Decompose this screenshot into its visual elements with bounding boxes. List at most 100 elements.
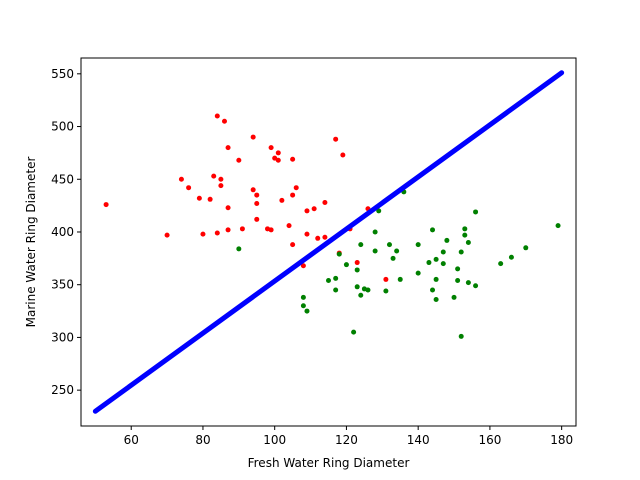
data-point <box>451 294 457 300</box>
data-point <box>465 240 471 246</box>
data-point <box>186 185 192 191</box>
data-point <box>300 263 306 269</box>
data-point <box>372 248 378 254</box>
data-point <box>268 227 274 233</box>
data-point <box>458 333 464 339</box>
data-point <box>178 176 184 182</box>
data-point <box>300 303 306 309</box>
y-axis: 250 300 350 400 450 500 550 <box>51 67 81 397</box>
x-tick-label: 180 <box>550 433 573 447</box>
data-point <box>225 145 231 151</box>
x-axis: 60 80 100 120 140 160 180 <box>124 426 573 447</box>
y-tick-label: 300 <box>51 330 74 344</box>
data-point <box>103 202 109 208</box>
data-point <box>430 287 436 293</box>
data-point <box>415 242 421 248</box>
regression-line-layer <box>92 70 565 414</box>
data-point <box>268 145 274 151</box>
data-point <box>290 192 296 198</box>
data-point <box>376 208 382 214</box>
data-point <box>214 113 220 119</box>
x-tick-label: 80 <box>195 433 210 447</box>
data-point <box>358 292 364 298</box>
data-point <box>372 229 378 235</box>
data-point <box>311 206 317 212</box>
x-tick-label: 120 <box>335 433 358 447</box>
data-point <box>473 283 479 289</box>
data-point <box>358 242 364 248</box>
data-point <box>354 284 360 290</box>
y-tick-label: 550 <box>51 67 74 81</box>
data-point <box>254 201 260 207</box>
x-tick-label: 140 <box>407 433 430 447</box>
data-point <box>304 208 310 214</box>
data-point <box>290 242 296 248</box>
data-point <box>254 192 260 198</box>
data-point <box>465 280 471 286</box>
data-point <box>239 226 245 232</box>
data-point <box>365 287 371 293</box>
y-axis-label: Marine Water Ring Diameter <box>24 157 38 328</box>
data-point <box>458 249 464 255</box>
data-point <box>455 266 461 272</box>
data-point <box>236 157 242 163</box>
data-point <box>196 195 202 201</box>
data-point <box>333 287 339 293</box>
data-point <box>415 270 421 276</box>
data-point <box>225 205 231 211</box>
data-point <box>250 134 256 140</box>
plot-frame <box>80 57 577 427</box>
y-tick-label: 400 <box>51 225 74 239</box>
data-point <box>304 231 310 237</box>
data-point <box>333 136 339 142</box>
data-point <box>293 185 299 191</box>
data-point <box>440 261 446 267</box>
x-tick-label: 160 <box>478 433 501 447</box>
data-point <box>300 294 306 300</box>
data-point <box>433 296 439 302</box>
data-point <box>275 157 281 163</box>
data-point <box>354 267 360 273</box>
data-point <box>394 248 400 254</box>
data-point <box>322 234 328 240</box>
data-point <box>333 275 339 281</box>
data-point <box>430 227 436 233</box>
data-point <box>214 230 220 236</box>
data-point <box>236 246 242 252</box>
data-point <box>221 118 227 124</box>
data-point <box>397 276 403 282</box>
data-point <box>440 249 446 255</box>
data-point <box>343 262 349 268</box>
data-point <box>315 235 321 241</box>
x-axis-label: Fresh Water Ring Diameter <box>248 456 410 470</box>
data-point <box>462 232 468 238</box>
y-tick-label: 450 <box>51 172 74 186</box>
regression-line <box>92 70 565 414</box>
data-point <box>279 197 285 203</box>
data-point <box>354 260 360 266</box>
x-tick-label: 60 <box>124 433 139 447</box>
data-point <box>444 237 450 243</box>
y-tick-label: 250 <box>51 383 74 397</box>
data-point <box>390 255 396 261</box>
data-point <box>462 226 468 232</box>
data-point <box>383 276 389 282</box>
data-point <box>326 277 331 283</box>
data-point <box>254 216 260 222</box>
x-tick-label: 100 <box>263 433 286 447</box>
data-point <box>225 227 231 233</box>
data-point <box>523 245 529 251</box>
data-point <box>455 277 461 283</box>
data-point <box>473 209 479 215</box>
data-point <box>555 223 561 229</box>
data-point <box>304 308 310 314</box>
data-point <box>498 261 504 267</box>
data-point <box>250 187 256 193</box>
points-layer <box>103 113 561 339</box>
data-point <box>383 288 389 294</box>
data-point <box>340 152 346 158</box>
y-tick-label: 500 <box>51 120 74 134</box>
data-point <box>218 176 224 182</box>
data-point <box>164 232 170 238</box>
